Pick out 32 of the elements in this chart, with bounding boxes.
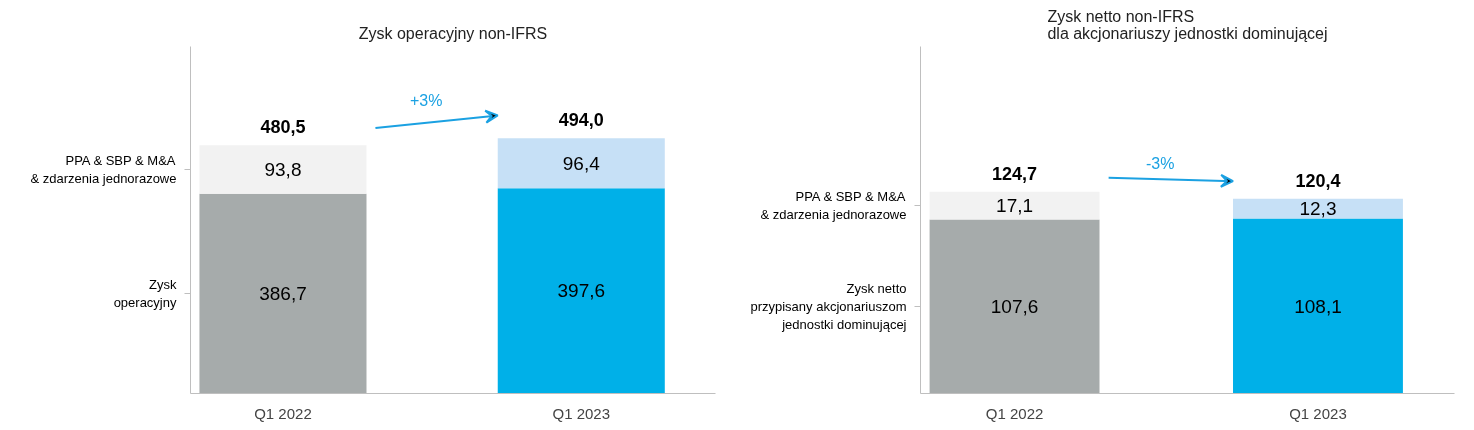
x-tick-label: Q1 2022 (254, 404, 312, 422)
total-label: 124,7 (992, 163, 1038, 184)
bar (1233, 218, 1403, 394)
text: +3% (409, 92, 443, 110)
chart-title: Zysk operacyjny non-IFRS (358, 24, 548, 42)
data-label: 108,1 (1294, 295, 1342, 317)
data-label: 397,6 (557, 280, 606, 302)
total-label: 120,4 (1295, 170, 1341, 191)
bar (497, 188, 665, 394)
x-tick-label: Q1 2023 (552, 404, 611, 422)
data-label: 17,1 (996, 195, 1034, 217)
text: -3% (1145, 154, 1175, 172)
bar (929, 191, 1100, 220)
data-label: 386,7 (259, 283, 307, 305)
total-label: 480,5 (260, 117, 306, 138)
total-label: 494,0 (558, 110, 604, 131)
bar (1233, 198, 1403, 219)
data-label: 12,3 (1299, 198, 1337, 220)
series-label: PPA & SBP & M&A & zdarzenia jednorazowe (760, 189, 907, 223)
x-tick-label: Q1 2022 (985, 404, 1044, 422)
data-label: 107,6 (990, 295, 1039, 317)
bar (199, 193, 367, 394)
series-label: PPA & SBP & M&A & zdarzenia jednorazowe (30, 153, 177, 187)
series-label: Zysk netto przypisany akcjonariuszom jednostki dominującej (750, 280, 907, 332)
bar (929, 219, 1100, 394)
series-label: Zysk operacyjny (113, 277, 177, 311)
x-tick-label: Q1 2023 (1289, 404, 1347, 422)
bar (497, 138, 665, 189)
bar (199, 145, 367, 194)
data-label: 96,4 (562, 152, 601, 174)
chart-title: Zysk netto non-IFRS dla akcjonariuszy jednostki dominującej (1047, 7, 1328, 42)
data-label: 93,8 (264, 159, 302, 181)
